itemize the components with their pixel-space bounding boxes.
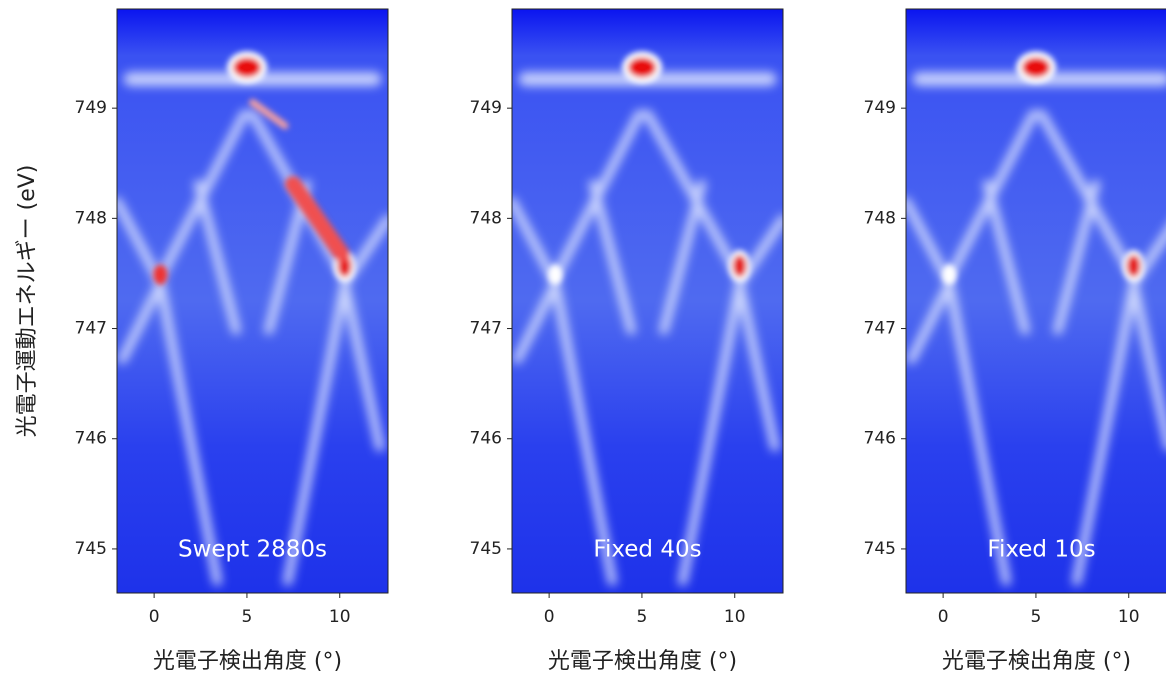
x-axis-label: 光電子検出角度 (°): [153, 649, 342, 674]
y-tick-label: 747: [75, 319, 107, 339]
x-tick-label: 5: [637, 607, 648, 627]
x-tick-label: 5: [242, 607, 253, 627]
y-tick-label: 745: [75, 539, 107, 559]
y-tick-label: 748: [470, 208, 502, 228]
spot: [733, 255, 747, 277]
y-tick-label: 748: [864, 208, 896, 228]
spot: [1127, 255, 1141, 277]
annotation: Swept 2880s: [178, 537, 327, 563]
annotation: Fixed 10s: [987, 537, 1095, 563]
y-tick-label: 747: [864, 319, 896, 339]
panel: 745 746 747 748 749 0 5 10 光電子検出角度 (°) Fixed 40s: [470, 9, 783, 674]
heatmap-image: [906, 9, 1166, 593]
x-tick-label: 0: [938, 607, 949, 627]
spot: [628, 57, 656, 77]
spot: [942, 265, 956, 285]
x-tick-label: 10: [724, 607, 746, 627]
y-tick-label: 745: [470, 539, 502, 559]
y-tick-label: 746: [864, 429, 896, 449]
x-tick-label: 0: [544, 607, 555, 627]
y-tick-label: 746: [470, 429, 502, 449]
x-tick-label: 5: [1031, 607, 1042, 627]
panel: 745 746 747 748 749 0 5 10 光電子検出角度 (°) Fixed 10s: [864, 9, 1166, 674]
heatmap-image: [512, 9, 783, 593]
x-tick-label: 10: [1118, 607, 1140, 627]
y-tick-label: 748: [75, 208, 107, 228]
spot: [548, 265, 562, 285]
y-axis-label: 光電子運動エネルギー (eV): [15, 165, 40, 438]
figure: 745 746 747 748 749 0 5 10 光電子検出角度 (°) Swept 2880…: [0, 0, 1166, 676]
spot: [233, 57, 261, 77]
annotation: Fixed 40s: [593, 537, 701, 563]
x-axis-label: 光電子検出角度 (°): [942, 649, 1131, 674]
x-axis-label: 光電子検出角度 (°): [548, 649, 737, 674]
y-tick-label: 749: [864, 98, 896, 118]
panel: 745 746 747 748 749 0 5 10 光電子検出角度 (°) Swept 2880…: [15, 9, 388, 674]
y-tick-label: 746: [75, 429, 107, 449]
x-tick-label: 10: [329, 607, 351, 627]
y-tick-label: 749: [470, 98, 502, 118]
heatmap-image: [117, 9, 388, 593]
x-tick-label: 0: [149, 607, 160, 627]
y-tick-label: 745: [864, 539, 896, 559]
y-tick-label: 749: [75, 98, 107, 118]
spot: [153, 265, 167, 285]
y-tick-label: 747: [470, 319, 502, 339]
spot: [1022, 57, 1050, 77]
